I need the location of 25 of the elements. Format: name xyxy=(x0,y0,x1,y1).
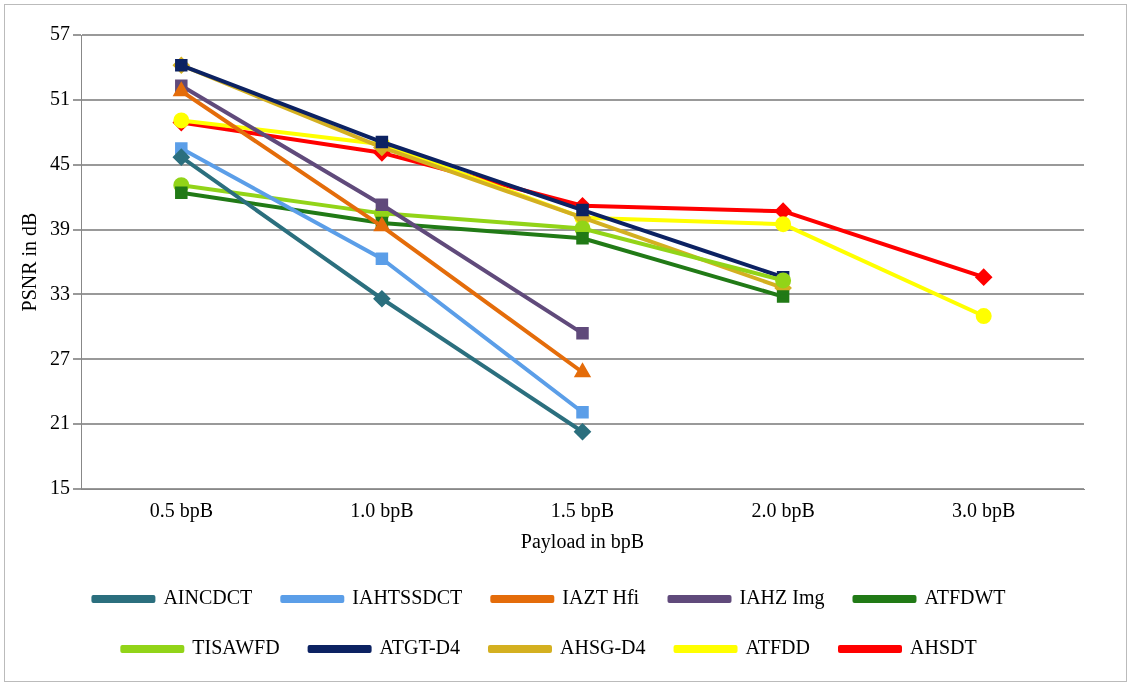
legend-label: AHSDT xyxy=(910,636,977,659)
legend-label: ATFDD xyxy=(745,636,810,659)
legend-label: IAZT Hfi xyxy=(562,586,640,609)
legend-label: ATGT-D4 xyxy=(379,636,460,659)
y-tick-label: 27 xyxy=(50,346,70,369)
x-tick-label: 3.0 bpB xyxy=(952,499,1016,523)
x-tick-label: 0.5 bpB xyxy=(149,499,213,523)
y-tick-label: 33 xyxy=(50,281,70,304)
x-tick-label: 1.5 bpB xyxy=(550,499,615,523)
y-tick-label: 57 xyxy=(50,22,70,45)
y-tick-label: 39 xyxy=(50,216,70,239)
x-axis-title: Payload in bpB xyxy=(520,530,645,554)
y-tick-label: 21 xyxy=(50,411,70,434)
legend-label: AINCDCT xyxy=(163,586,253,609)
legend-label: ATFDWT xyxy=(924,586,1006,609)
x-tick-label: 1.0 bpB xyxy=(350,499,414,523)
legend-label: IAHZ Img xyxy=(739,586,825,610)
legend-label: AHSG-D4 xyxy=(559,636,646,659)
x-tick-label: 2.0 bpB xyxy=(751,499,815,523)
legend-label: TISAWFD xyxy=(192,636,280,659)
legend-label: IAHTSSDCT xyxy=(352,586,463,609)
y-axis-title: PSNR in dB xyxy=(18,212,41,312)
y-tick-label: 51 xyxy=(50,87,70,110)
y-tick-label: 45 xyxy=(50,151,70,174)
y-tick-label: 15 xyxy=(50,476,70,499)
